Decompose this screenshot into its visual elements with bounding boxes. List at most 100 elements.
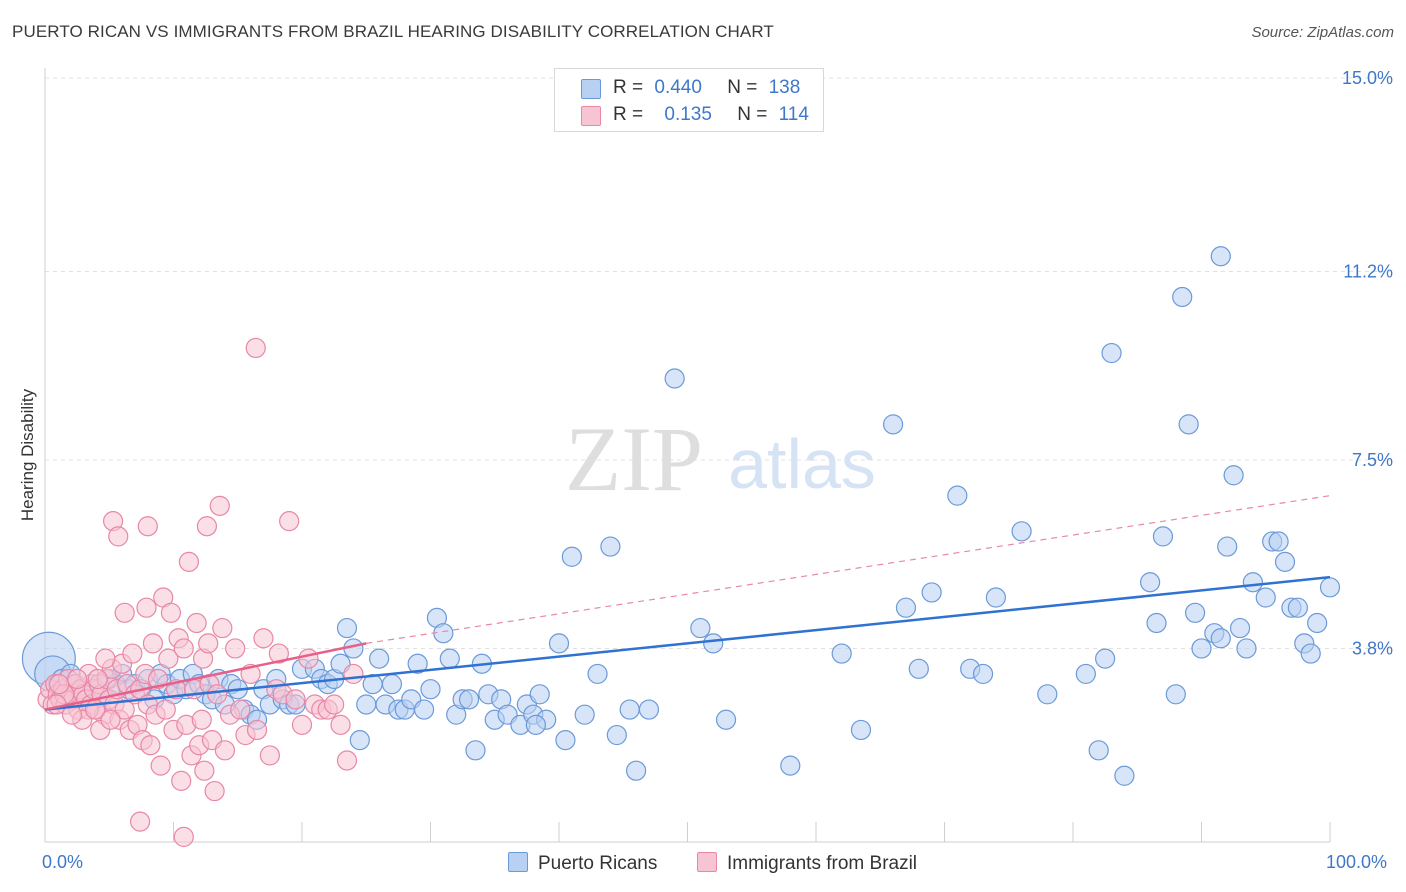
data-point-blue bbox=[985, 587, 1007, 608]
data-point-pink bbox=[204, 780, 225, 802]
data-point-blue bbox=[882, 414, 904, 435]
bottom-swatch-blue bbox=[508, 852, 528, 872]
data-point-blue bbox=[606, 724, 627, 746]
data-point-blue bbox=[1146, 612, 1167, 634]
data-point-blue bbox=[690, 617, 711, 639]
x-tick-label-min: 0.0% bbox=[42, 852, 84, 872]
data-point-blue bbox=[1255, 587, 1276, 608]
legend-n-value: 138 bbox=[768, 77, 801, 98]
data-point-blue bbox=[715, 709, 737, 730]
data-point-blue bbox=[1210, 628, 1231, 649]
x-tick-label-max: 100.0% bbox=[1326, 852, 1388, 872]
data-point-pink bbox=[253, 628, 274, 649]
data-point-pink bbox=[114, 602, 135, 623]
source-label: Source: ZipAtlas.com bbox=[1251, 24, 1394, 41]
data-point-pink bbox=[209, 495, 230, 516]
legend-n-label: N = bbox=[737, 104, 768, 125]
data-point-blue bbox=[587, 663, 608, 685]
data-point-pink bbox=[171, 770, 192, 791]
y-tick-label: 3.8% bbox=[1352, 638, 1393, 658]
data-point-blue bbox=[420, 679, 441, 700]
legend-r-label: R = bbox=[613, 104, 644, 125]
data-point-pink bbox=[114, 699, 135, 720]
legend-swatch-blue bbox=[581, 79, 601, 99]
data-point-pink bbox=[336, 750, 358, 771]
data-point-blue bbox=[850, 719, 872, 741]
data-point-blue bbox=[336, 617, 358, 639]
data-point-blue bbox=[972, 663, 994, 685]
data-point-pink bbox=[108, 526, 129, 547]
legend-n-label: N = bbox=[727, 77, 758, 98]
data-point-blue bbox=[1075, 663, 1096, 685]
data-point-pink bbox=[245, 337, 266, 359]
data-point-pink bbox=[160, 602, 182, 623]
data-point-pink bbox=[259, 745, 280, 766]
data-point-pink bbox=[173, 826, 194, 848]
data-point-pink bbox=[95, 648, 116, 669]
data-point-pink bbox=[246, 719, 268, 741]
data-point-blue bbox=[574, 704, 595, 725]
data-point-blue bbox=[1319, 577, 1341, 598]
data-point-blue bbox=[1217, 536, 1238, 557]
data-point-pink bbox=[122, 643, 143, 664]
data-point-blue bbox=[895, 597, 917, 618]
watermark-zip: ZIP bbox=[565, 408, 703, 510]
data-point-pink bbox=[268, 643, 289, 664]
data-point-blue bbox=[1165, 684, 1186, 705]
bottom-legend-brazil: Immigrants from Brazil bbox=[697, 852, 917, 875]
data-point-blue bbox=[1172, 286, 1193, 308]
data-point-blue bbox=[458, 689, 480, 710]
data-point-blue bbox=[433, 623, 454, 644]
data-point-blue bbox=[1011, 521, 1032, 542]
data-point-blue bbox=[1210, 246, 1231, 267]
data-point-blue bbox=[561, 546, 582, 567]
data-point-blue bbox=[1152, 526, 1174, 547]
data-point-pink bbox=[343, 663, 364, 685]
data-point-blue bbox=[1268, 531, 1289, 552]
data-point-blue bbox=[369, 648, 390, 669]
data-point-blue bbox=[619, 699, 640, 720]
data-point-pink bbox=[191, 709, 212, 730]
data-point-blue bbox=[1287, 597, 1308, 618]
data-point-blue bbox=[1037, 684, 1058, 705]
data-point-blue bbox=[525, 714, 546, 735]
data-point-blue bbox=[529, 684, 550, 705]
data-point-pink bbox=[298, 648, 319, 669]
data-point-blue bbox=[1139, 572, 1161, 593]
data-point-blue bbox=[1095, 648, 1116, 669]
data-point-pink bbox=[186, 612, 207, 634]
trend-line-pink bbox=[44, 642, 367, 711]
bottom-legend-puerto-ricans: Puerto Ricans bbox=[508, 852, 657, 875]
data-point-pink bbox=[49, 674, 70, 695]
data-point-blue bbox=[555, 730, 576, 751]
data-point-blue bbox=[349, 730, 370, 751]
data-point-pink bbox=[67, 668, 88, 690]
y-tick-label: 7.5% bbox=[1352, 450, 1393, 470]
data-point-pink bbox=[324, 694, 345, 715]
data-point-pink bbox=[178, 551, 200, 572]
data-point-pink bbox=[155, 699, 176, 720]
data-point-blue bbox=[908, 658, 929, 679]
data-point-blue bbox=[1300, 643, 1321, 664]
data-point-blue bbox=[625, 760, 647, 781]
data-point-blue bbox=[381, 674, 403, 695]
data-point-blue bbox=[1178, 414, 1199, 435]
data-point-blue bbox=[921, 582, 942, 603]
legend-r-value: 0.440 bbox=[654, 77, 702, 98]
data-point-pink bbox=[196, 516, 218, 537]
legend-r-value: 0.135 bbox=[664, 104, 712, 125]
data-point-pink bbox=[207, 684, 228, 705]
data-point-pink bbox=[140, 735, 161, 756]
data-point-blue bbox=[1223, 465, 1244, 486]
data-point-blue bbox=[548, 633, 570, 654]
legend-r-label: R = bbox=[613, 77, 644, 98]
data-point-pink bbox=[129, 811, 151, 832]
data-point-blue bbox=[1274, 551, 1296, 572]
data-point-blue bbox=[831, 643, 852, 664]
data-point-pink bbox=[100, 709, 121, 730]
data-point-blue bbox=[465, 740, 486, 761]
bottom-legend-label: Immigrants from Brazil bbox=[727, 853, 918, 874]
data-point-blue bbox=[600, 536, 621, 557]
data-point-pink bbox=[330, 714, 351, 735]
data-point-blue bbox=[413, 699, 435, 720]
